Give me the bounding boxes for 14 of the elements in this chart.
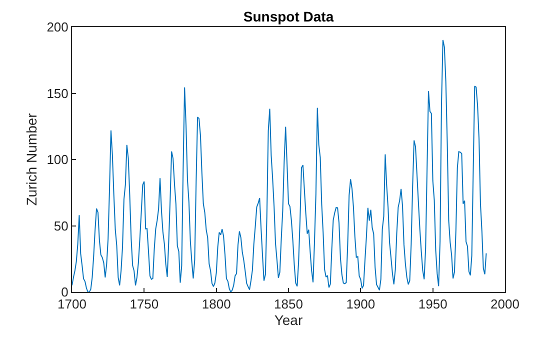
line-series xyxy=(72,39,487,292)
chart-title: Sunspot Data xyxy=(243,8,334,25)
y-tick-label: 100 xyxy=(46,152,68,168)
y-tick-label: 150 xyxy=(46,86,68,101)
y-tick-label: 200 xyxy=(46,20,68,35)
x-tick-label: 1850 xyxy=(274,296,303,312)
x-tick-label: 1900 xyxy=(346,296,376,312)
x-tick-label: 1950 xyxy=(418,296,448,312)
x-axis-title: Year xyxy=(274,312,303,328)
x-tick-label: 2000 xyxy=(490,296,520,312)
y-tick-label: 50 xyxy=(54,218,68,234)
x-tick-label: 1750 xyxy=(130,296,159,312)
x-tick-label: 1800 xyxy=(202,296,231,312)
y-axis-title: Zurich Number xyxy=(23,112,40,206)
